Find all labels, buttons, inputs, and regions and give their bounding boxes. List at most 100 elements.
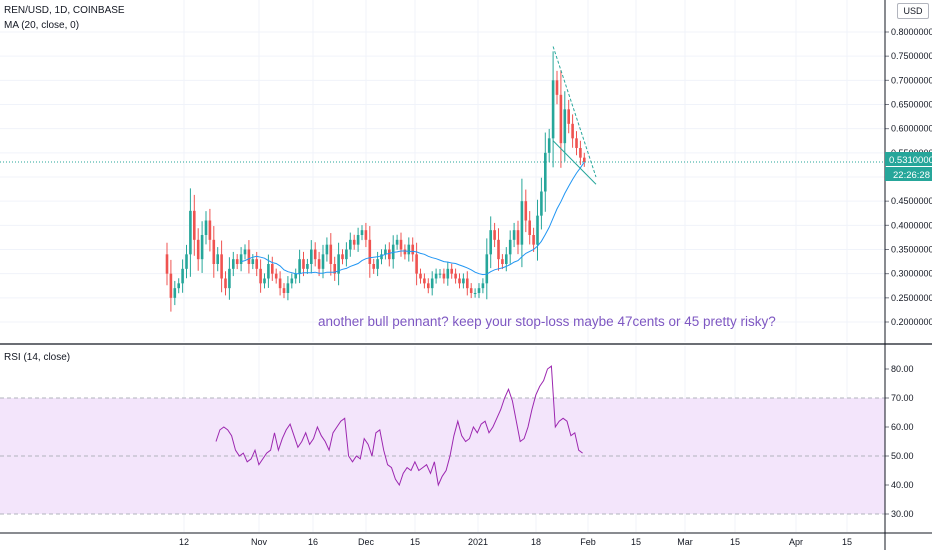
candle-body: [575, 138, 578, 148]
candle-body: [466, 278, 469, 289]
candle-body: [512, 230, 516, 240]
ma-header[interactable]: MA (20, close, 0): [4, 20, 79, 31]
candle-body: [388, 249, 391, 260]
candle-body: [524, 201, 528, 221]
candle-body: [278, 278, 282, 289]
candle-body: [181, 268, 184, 284]
candle-body: [329, 244, 333, 264]
candle-body: [235, 259, 239, 264]
candle-body: [571, 123, 574, 139]
rsi-line: [215, 365, 583, 487]
candle-body: [551, 80, 555, 139]
candle-body: [516, 230, 520, 245]
candle-body: [169, 273, 173, 298]
candle-body: [173, 288, 177, 298]
candle-body: [415, 254, 418, 274]
candle-body: [224, 278, 227, 289]
candle-body: [505, 254, 508, 264]
candle-body: [282, 288, 286, 293]
candle-body: [325, 244, 329, 255]
candle-body: [193, 210, 196, 240]
candle-body: [497, 239, 500, 260]
x-tick-label: Dec: [358, 537, 375, 547]
price-candles: [165, 51, 586, 312]
ma-legend: MA (20, close, 0): [4, 20, 80, 31]
candle-body: [380, 254, 383, 260]
candle-body: [360, 230, 364, 235]
currency-button[interactable]: USD: [897, 3, 929, 19]
candle-body: [454, 273, 457, 279]
candle-body: [469, 288, 473, 293]
x-tick-label: 2021: [468, 537, 488, 547]
candle-body: [481, 283, 485, 289]
candle-body: [508, 239, 512, 255]
candle-body: [294, 273, 297, 279]
candle-body: [185, 254, 188, 269]
candle-body: [298, 259, 301, 274]
candle-body: [189, 210, 192, 255]
pennant-trendline: [552, 140, 597, 185]
candle-body: [317, 259, 321, 269]
candle-body: [274, 273, 278, 279]
x-tick-label: 15: [730, 537, 740, 547]
candle-body: [243, 249, 247, 255]
candle-body: [263, 278, 266, 284]
x-tick-label: 12: [179, 537, 189, 547]
symbol-title: REN/USD, 1D, COINBASE: [4, 5, 125, 16]
candle-body: [302, 259, 305, 269]
candle-body: [403, 249, 407, 255]
candle-body: [485, 254, 489, 284]
rsi-tick-label: 70.00: [891, 393, 914, 403]
rsi-header[interactable]: RSI (14, close): [4, 352, 70, 363]
candle-body: [290, 278, 294, 284]
x-tick-label: Feb: [580, 537, 596, 547]
candle-body: [352, 239, 356, 245]
candle-body: [462, 278, 465, 284]
candle-body: [384, 249, 387, 255]
candle-body: [473, 293, 477, 294]
x-tick-label: 15: [631, 537, 641, 547]
trendline-layer: [0, 46, 885, 185]
x-tick-label: 15: [842, 537, 852, 547]
x-tick-label: 16: [308, 537, 318, 547]
candle-body: [271, 264, 274, 274]
price-tick-label: 0.80000000: [891, 27, 932, 37]
rsi-tick-label: 50.00: [891, 451, 914, 461]
candle-body: [430, 278, 434, 289]
candle-body: [310, 249, 313, 264]
ma-line: [240, 161, 585, 276]
candle-body: [333, 264, 336, 274]
candle-body: [251, 259, 255, 264]
x-tick-label: Nov: [251, 537, 268, 547]
countdown-label: 22:26:28: [893, 170, 930, 181]
candle-body: [489, 230, 492, 255]
candle-body: [528, 220, 531, 235]
candle-body: [255, 259, 258, 269]
candle-body: [313, 249, 317, 260]
candle-body: [399, 239, 403, 250]
candle-body: [376, 259, 379, 269]
x-tick-label: Apr: [789, 537, 803, 547]
candle-body: [165, 254, 169, 274]
candle-body: [372, 264, 375, 269]
rsi-band-layer: [0, 397, 885, 515]
candle-body: [228, 268, 231, 289]
candle-body: [501, 259, 504, 264]
x-tick-label: 18: [531, 537, 541, 547]
candle-body: [427, 283, 430, 289]
candle-body: [259, 268, 262, 284]
candle-body: [341, 254, 344, 260]
rsi-tick-label: 30.00: [891, 509, 914, 519]
candle-body: [247, 249, 251, 264]
last-price-tag: 0.53100000 22:26:28: [885, 152, 932, 181]
candle-body: [321, 254, 325, 269]
candle-body: [559, 94, 563, 144]
candle-body: [337, 254, 340, 274]
